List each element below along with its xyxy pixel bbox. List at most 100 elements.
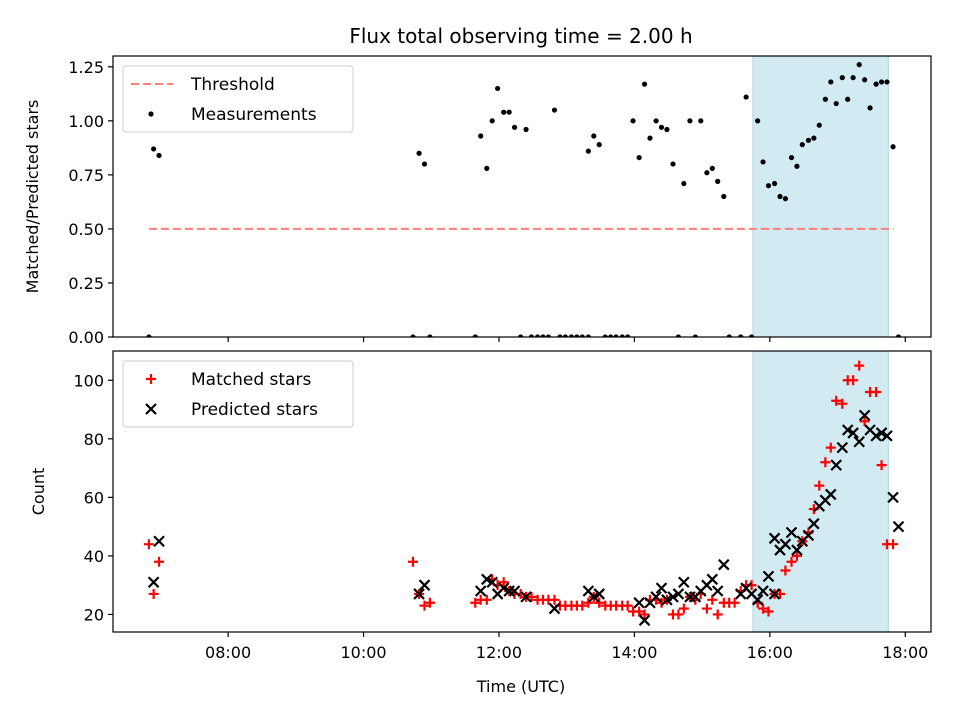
data-point [548,602,561,615]
data-point [791,544,803,556]
data-point [596,142,602,148]
data-point [841,424,854,436]
data-point [777,193,783,200]
data-point [830,459,842,471]
data-point [867,105,873,111]
data-point [151,146,157,152]
data-point [799,142,805,148]
y-tick-label: 0.75 [68,166,104,185]
data-point [523,126,529,133]
data-point [755,118,761,124]
data-point [858,409,871,422]
data-point [681,180,687,187]
data-point [495,85,501,92]
data-point [859,416,870,427]
data-point [577,600,588,611]
data-point [706,573,719,586]
data-point [416,150,422,156]
legend-swatch [148,111,154,117]
data-point [427,334,433,337]
data-point [622,600,633,611]
data-point [748,334,755,337]
y-tick-label: 20 [84,605,104,624]
data-point [594,597,605,608]
plot-area [143,360,905,627]
data-point [782,196,789,202]
bottom-panel: 20 40 60 80 100 08:00 10:00 12:00 14:00 16:00 18:0… [29,350,932,662]
data-point [489,118,495,124]
data-point [780,565,791,576]
data-point [711,585,724,597]
data-point [639,609,650,620]
data-point [774,588,785,599]
data-point [410,334,416,337]
data-point [836,441,849,454]
data-point [822,96,828,102]
data-point [633,596,645,609]
data-point [562,334,568,337]
data-point [721,193,727,200]
data-point [497,582,510,594]
data-point [421,161,428,167]
data-point [534,334,541,337]
data-point [794,163,800,169]
data-point [472,334,478,337]
data-point [608,334,614,337]
data-point [613,334,619,337]
y-tick-label: 100 [73,371,104,390]
data-point [847,427,859,439]
data-point [758,603,769,614]
x-tick-label: 10:00 [340,643,386,662]
data-point [763,606,774,617]
data-point [634,606,645,617]
data-point [709,165,715,171]
data-point [585,148,591,154]
data-point [805,137,812,143]
y-tick-label: 40 [84,547,104,566]
data-point [413,588,425,600]
data-point [785,526,798,539]
data-point [850,75,856,81]
data-point [664,126,670,133]
legend-label: Measurements [191,105,317,125]
data-point [726,334,732,337]
y-axis-label: Count [29,468,48,516]
x-tick-label: 16:00 [747,643,793,662]
data-point [729,597,740,608]
data-point [478,133,484,139]
data-point [876,460,887,471]
data-point [498,577,509,588]
data-point [146,334,152,337]
y-tick-label: 0.25 [68,274,104,293]
data-point [484,165,490,171]
legend-swatch [145,403,157,415]
legend-swatch [146,374,156,384]
data-point [667,591,679,603]
data-point [511,124,518,130]
data-point [892,520,905,533]
data-point [619,334,625,337]
data-point [528,334,535,337]
data-point [147,576,160,589]
highlight-span [752,350,889,633]
x-tick-label: 14:00 [611,643,657,662]
legend-label: Threshold [190,75,275,95]
data-point [816,122,822,128]
data-point [481,594,492,605]
data-point [884,79,890,85]
data-point [470,597,481,608]
data-point [486,576,498,589]
y-tick-label: 1.00 [68,112,104,131]
y-tick-label: 0.00 [68,328,104,347]
data-point [871,386,882,397]
data-point [670,161,676,167]
data-point [658,124,665,130]
plot-area [146,62,902,337]
x-tick-label: 12:00 [476,643,522,662]
data-point [814,480,825,491]
data-point [715,178,721,184]
data-point [788,154,795,161]
data-point [419,600,430,611]
data-point [760,159,766,165]
data-point [704,170,710,176]
